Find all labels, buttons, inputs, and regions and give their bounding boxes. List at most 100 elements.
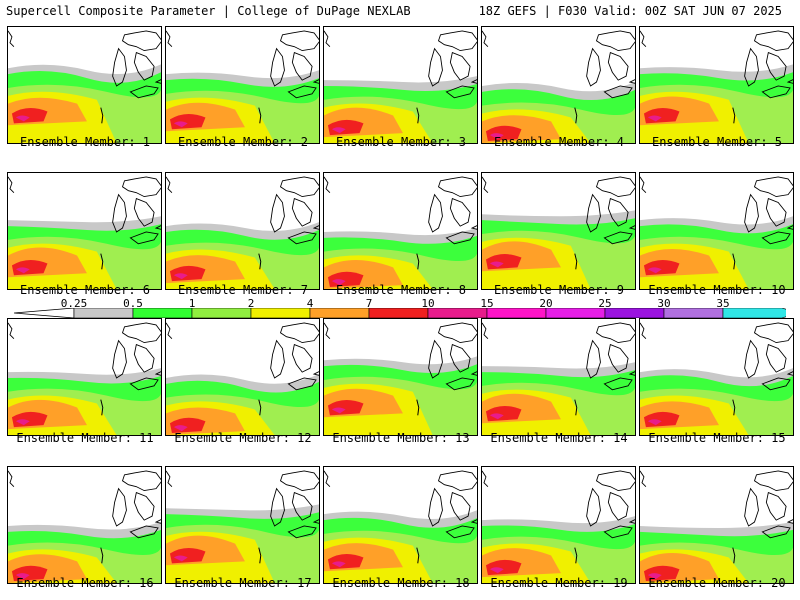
ensemble-panel	[7, 466, 162, 584]
colorbar-tick-label: 25	[598, 297, 612, 310]
lake-outline	[765, 343, 787, 373]
lake-outline	[470, 225, 477, 230]
ensemble-member-label: Ensemble Member: 16	[16, 576, 154, 590]
lake-outline	[765, 197, 787, 227]
ensemble-panel	[7, 318, 162, 436]
lake-outline	[129, 525, 159, 539]
lake-outline	[761, 525, 791, 539]
colorbar-segment	[368, 308, 429, 318]
map-field	[8, 470, 161, 583]
colorbar-segment	[604, 308, 665, 318]
lake-outline	[744, 193, 759, 233]
colorbar-tick-label: 1	[188, 297, 196, 310]
lake-outline	[445, 231, 475, 245]
map-field	[482, 322, 635, 435]
ensemble-panel	[639, 466, 794, 584]
ensemble-member-label: Ensemble Member: 15	[648, 431, 786, 445]
lake-outline	[287, 85, 317, 99]
lake-outline	[312, 225, 319, 230]
lake-outline	[121, 322, 161, 344]
lake-outline	[603, 85, 633, 99]
map-field	[640, 30, 793, 143]
lake-outline	[628, 225, 635, 230]
ensemble-panel	[481, 26, 636, 144]
lake-outline	[437, 30, 477, 52]
valid-time-label: 18Z GEFS | F030 Valid: 00Z SAT JUN 07 20…	[478, 4, 782, 18]
lake-outline	[121, 176, 161, 198]
colorbar-tick-label: 2	[247, 297, 255, 310]
ensemble-panel	[639, 172, 794, 290]
lake-outline	[112, 47, 127, 87]
map-field	[324, 470, 477, 583]
lake-outline	[129, 231, 159, 245]
ensemble-panel	[639, 318, 794, 436]
lake-outline	[586, 339, 601, 379]
lake-outline	[112, 193, 127, 233]
ensemble-member-label: Ensemble Member: 19	[490, 576, 628, 590]
ensemble-member-label: Ensemble Member: 17	[174, 576, 312, 590]
map-field	[482, 176, 635, 289]
lake-outline	[279, 322, 319, 344]
lake-outline	[154, 79, 161, 84]
lake-outline	[744, 487, 759, 527]
lake-outline	[595, 322, 635, 344]
lake-outline	[628, 79, 635, 84]
colorbar-tick-label: 15	[480, 297, 494, 310]
lake-outline	[270, 487, 285, 527]
map-field	[8, 176, 161, 289]
lake-outline	[428, 47, 443, 87]
lake-outline	[607, 197, 629, 227]
map-field	[324, 322, 477, 435]
lake-outline	[312, 79, 319, 84]
lake-outline	[270, 47, 285, 87]
colorbar-tick-label: 30	[657, 297, 671, 310]
lake-outline	[449, 343, 471, 373]
lake-outline	[291, 197, 313, 227]
colorbar-tick-label: 4	[306, 297, 314, 310]
ensemble-member-label: Ensemble Member: 12	[174, 431, 312, 445]
lake-outline	[270, 339, 285, 379]
map-field	[166, 322, 319, 435]
colorbar-tick-label: 7	[365, 297, 373, 310]
lake-outline	[112, 487, 127, 527]
lake-outline	[291, 343, 313, 373]
lake-outline	[154, 225, 161, 230]
lake-outline	[133, 343, 155, 373]
lake-outline	[586, 487, 601, 527]
lake-outline	[761, 231, 791, 245]
lake-outline	[786, 519, 793, 524]
lake-outline	[154, 519, 161, 524]
lake-outline	[112, 339, 127, 379]
lake-outline	[121, 470, 161, 492]
ensemble-panel	[165, 26, 320, 144]
ensemble-member-label: Ensemble Member: 18	[332, 576, 470, 590]
ensemble-member-label: Ensemble Member: 6	[19, 283, 151, 297]
lake-outline	[428, 193, 443, 233]
lake-outline	[586, 193, 601, 233]
lake-outline	[121, 30, 161, 52]
colorbar-segment	[545, 308, 606, 318]
lake-outline	[133, 197, 155, 227]
lake-outline	[437, 176, 477, 198]
ensemble-member-label: Ensemble Member: 4	[493, 135, 625, 149]
lake-outline	[287, 377, 317, 391]
ensemble-member-label: Ensemble Member: 7	[177, 283, 309, 297]
ensemble-panel	[323, 466, 478, 584]
ensemble-member-label: Ensemble Member: 11	[16, 431, 154, 445]
lake-outline	[744, 47, 759, 87]
colorbar-tick-label: 10	[421, 297, 435, 310]
map-field	[8, 30, 161, 143]
lake-outline	[129, 85, 159, 99]
ensemble-panel	[165, 318, 320, 436]
lake-outline	[154, 371, 161, 376]
map-field	[166, 470, 319, 583]
colorbar-segment	[191, 308, 252, 318]
lake-outline	[470, 371, 477, 376]
lake-outline	[445, 525, 475, 539]
lake-outline	[786, 371, 793, 376]
lake-outline	[287, 231, 317, 245]
colorbar-tick-label: 20	[539, 297, 553, 310]
ensemble-panel	[7, 172, 162, 290]
lake-outline	[437, 322, 477, 344]
lake-outline	[595, 176, 635, 198]
